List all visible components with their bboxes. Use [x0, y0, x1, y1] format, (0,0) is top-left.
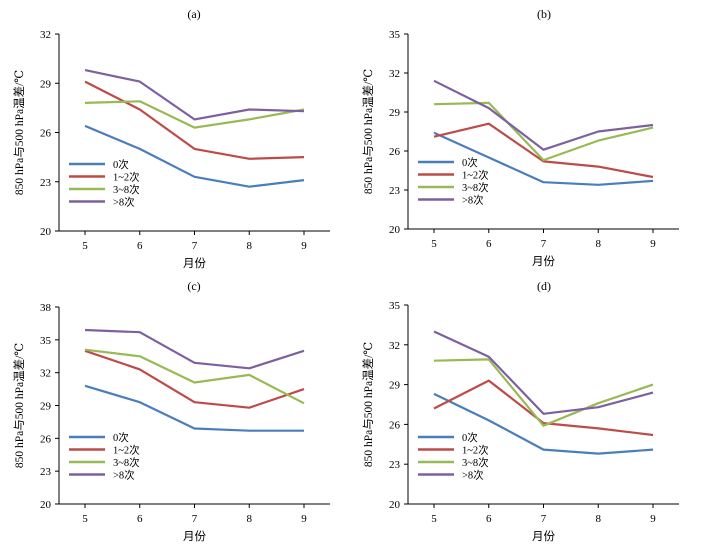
- legend-label-4: >8次: [462, 194, 484, 207]
- y-axis-label: 850 hPa与500 hPa温差/℃: [12, 343, 26, 468]
- series-line-1: [433, 131, 654, 186]
- series-line-2: [433, 122, 654, 179]
- y-tick-label: 26: [389, 146, 401, 158]
- series-line-4: [84, 328, 305, 370]
- legend-label-2: 1~2次: [113, 171, 140, 184]
- x-tick-label: 7: [541, 238, 547, 250]
- y-tick-label: 20: [389, 224, 401, 236]
- x-axis-label: 月份: [183, 530, 206, 543]
- x-tick-label: 5: [431, 238, 437, 250]
- x-tick-label: 9: [650, 238, 656, 250]
- legend-label-2: 1~2次: [462, 444, 489, 457]
- series-line-3: [433, 358, 654, 427]
- x-tick-label: 9: [301, 513, 307, 525]
- x-axis-label: 月份: [532, 255, 555, 268]
- y-tick-label: 20: [40, 499, 52, 511]
- legend-label-1: 0次: [113, 158, 129, 171]
- y-tick-label: 20: [40, 226, 52, 238]
- legend-label-3: 3~8次: [462, 456, 489, 469]
- y-tick-label: 23: [40, 177, 52, 189]
- y-tick-label: 32: [389, 68, 400, 80]
- legend: 0次1~2次3~8次>8次: [69, 431, 140, 482]
- series-line-2: [84, 349, 305, 409]
- y-tick-label: 35: [389, 300, 401, 312]
- y-tick-label: 29: [40, 401, 52, 413]
- y-tick-label: 23: [389, 185, 401, 197]
- y-axis-label: 850 hPa与500 hPa温差/℃: [361, 342, 375, 467]
- series-line-1: [84, 384, 304, 432]
- y-axis-label: 850 hPa与500 hPa温差/℃: [361, 69, 375, 194]
- y-tick-label: 35: [40, 335, 52, 347]
- chart-panel-4: (d) 20 23 26 29 32 35 5 6 7 8 9 月份 850 hPa与500 hPa温差/…: [361, 279, 679, 543]
- series-line-2: [84, 80, 305, 160]
- x-tick-label: 8: [247, 240, 253, 252]
- y-tick-label: 23: [40, 466, 52, 478]
- chart-panel-2: (b) 20 23 26 29 32 35 5 6 7 8 9 月份 850 hPa与500 hPa温差/…: [361, 7, 679, 268]
- y-tick-label: 26: [389, 419, 401, 431]
- legend-label-1: 0次: [462, 431, 478, 444]
- legend-label-4: >8次: [113, 196, 135, 209]
- y-tick-label: 35: [389, 29, 401, 41]
- x-tick-label: 8: [247, 513, 253, 525]
- x-tick-label: 5: [82, 513, 88, 525]
- panel-label: (b): [537, 7, 551, 21]
- y-tick-label: 29: [40, 78, 52, 90]
- y-tick-label: 29: [389, 380, 401, 392]
- series-line-4: [433, 330, 654, 415]
- legend-label-3: 3~8次: [462, 181, 489, 194]
- legend: 0次1~2次3~8次>8次: [69, 158, 140, 209]
- series-line-1: [84, 124, 305, 188]
- series-line-2: [433, 379, 654, 437]
- x-tick-label: 6: [486, 238, 492, 250]
- x-tick-label: 7: [192, 240, 198, 252]
- y-tick-label: 23: [389, 459, 401, 471]
- y-tick-label: 38: [40, 302, 52, 314]
- x-tick-label: 8: [596, 238, 602, 250]
- y-tick-label: 32: [389, 340, 400, 352]
- series-line-4: [433, 79, 654, 151]
- x-tick-label: 6: [137, 240, 143, 252]
- legend-label-4: >8次: [462, 469, 484, 482]
- series-line-3: [84, 348, 305, 405]
- y-axis-label: 850 hPa与500 hPa温差/℃: [12, 70, 26, 195]
- legend-label-3: 3~8次: [113, 456, 140, 469]
- x-tick-label: 8: [596, 513, 602, 525]
- panel-label: (a): [187, 7, 200, 21]
- legend-label-2: 1~2次: [462, 169, 489, 182]
- y-tick-label: 20: [389, 499, 401, 511]
- panel-label: (c): [187, 279, 200, 293]
- y-tick-label: 26: [40, 128, 52, 140]
- panel-label: (d): [537, 279, 551, 293]
- chart-panel-1: (a) 20 23 26 29 32 5 6 7 8 9 月份 850 hPa与500 hPa温差/℃ 0…: [12, 7, 330, 270]
- x-tick-label: 5: [431, 513, 437, 525]
- legend: 0次1~2次3~8次>8次: [418, 431, 489, 482]
- x-tick-label: 6: [486, 513, 492, 525]
- x-tick-label: 6: [137, 513, 143, 525]
- y-tick-label: 26: [40, 433, 52, 445]
- legend: 0次1~2次3~8次>8次: [418, 156, 489, 207]
- x-axis-label: 月份: [532, 530, 555, 543]
- chart-panel-3: (c) 20 23 26 29 32 35 38 5 6 7 8 9 月份 850 hPa与500 hPa温…: [12, 279, 330, 543]
- series-line-3: [84, 100, 305, 129]
- series-line-3: [433, 101, 654, 162]
- x-tick-label: 7: [192, 513, 198, 525]
- series-line-1: [433, 392, 654, 455]
- x-tick-label: 5: [82, 240, 88, 252]
- y-tick-label: 32: [40, 29, 51, 41]
- x-tick-label: 7: [541, 513, 547, 525]
- series-line-4: [84, 69, 305, 121]
- legend-label-1: 0次: [113, 431, 129, 444]
- legend-label-1: 0次: [462, 156, 478, 169]
- legend-label-2: 1~2次: [113, 444, 140, 457]
- legend-label-4: >8次: [113, 469, 135, 482]
- x-tick-label: 9: [301, 240, 307, 252]
- x-tick-label: 9: [650, 513, 656, 525]
- legend-label-3: 3~8次: [113, 183, 140, 196]
- x-axis-label: 月份: [183, 257, 206, 270]
- y-tick-label: 29: [389, 107, 401, 119]
- y-tick-label: 32: [40, 368, 51, 380]
